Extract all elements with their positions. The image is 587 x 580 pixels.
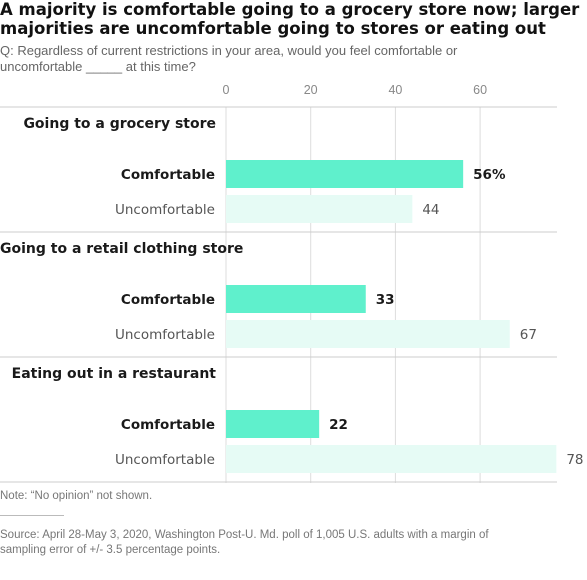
x-tick-label: 0	[223, 83, 230, 97]
bar-category-label: Comfortable	[121, 292, 215, 308]
group-label: Eating out in a restaurant	[12, 366, 217, 382]
chart-title-line-1: A majority is comfortable going to a gro…	[0, 0, 580, 19]
bar-value-label: 44	[422, 202, 439, 218]
bar-comfortable	[226, 160, 464, 188]
bar-category-label: Comfortable	[121, 167, 215, 183]
x-tick-label: 60	[473, 83, 487, 97]
group-label: Going to a grocery store	[23, 116, 216, 132]
bar-uncomfortable	[226, 195, 413, 223]
bar-uncomfortable	[226, 445, 557, 473]
bar-value-label: 56%	[473, 167, 506, 183]
bar-comfortable	[226, 285, 366, 313]
bar-category-label: Uncomfortable	[115, 202, 215, 218]
x-tick-label: 40	[388, 83, 402, 97]
bar-value-label: 33	[376, 292, 395, 308]
chart-note: Note: “No opinion” not shown.	[0, 490, 153, 502]
survey-question: Q: Regardless of current restrictions in…	[0, 43, 587, 75]
bar-value-label: 78	[566, 452, 583, 468]
note-divider	[0, 515, 64, 516]
bar-comfortable	[226, 410, 320, 438]
chart-source-line-1: Source: April 28-May 3, 2020, Washington…	[0, 529, 489, 541]
bar-category-label: Uncomfortable	[115, 327, 215, 343]
bar-category-label: Uncomfortable	[115, 452, 215, 468]
x-tick-label: 20	[304, 83, 318, 97]
chart-title: A majority is comfortable going to a gro…	[0, 0, 587, 38]
bar-category-label: Comfortable	[121, 417, 215, 433]
bar-value-label: 22	[329, 417, 348, 433]
bar-uncomfortable	[226, 320, 510, 348]
bar-value-label: 67	[520, 327, 537, 343]
group-label: Going to a retail clothing store	[0, 241, 243, 257]
chart-title-line-2: majorities are uncomfortable going to st…	[0, 19, 546, 38]
survey-question-line-1: Q: Regardless of current restrictions in…	[0, 43, 458, 58]
bar-chart: 0 20 40 60 Going to a grocery store Comfortab…	[0, 83, 584, 483]
survey-question-line-2: uncomfortable _____ at this time?	[0, 59, 196, 74]
chart-source-line-2: sampling error of +/- 3.5 percentage poi…	[0, 543, 221, 556]
chart-source: Source: April 28-May 3, 2020, Washington…	[0, 528, 587, 557]
